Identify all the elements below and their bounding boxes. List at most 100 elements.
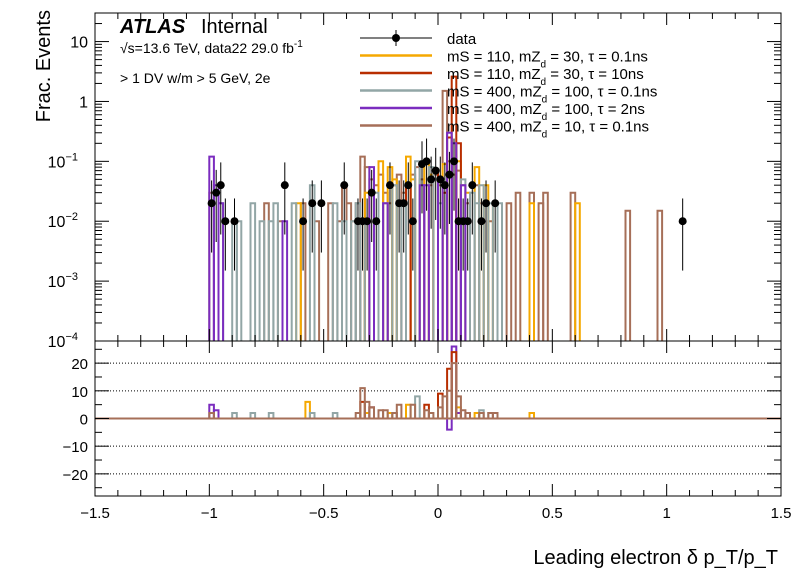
x-tick-label: −0.5 [309, 505, 339, 522]
legend-entry: mS = 400, mZd = 100, τ = 0.1ns [360, 84, 657, 106]
ratio-x-ticks: −1.5 −1 −0.5 0 0.5 1 1.5 [80, 341, 791, 522]
data-point [463, 217, 472, 226]
y-tick-label: 10−2 [48, 211, 78, 231]
legend-label: mS = 400, mZd = 100, τ = 2ns [447, 101, 645, 123]
ratio-bin [446, 418, 453, 431]
hist-bin [478, 184, 485, 341]
hist-bin [341, 220, 348, 341]
data-point [230, 217, 239, 226]
data-points [207, 138, 687, 271]
legend-marker [392, 34, 400, 42]
data-point [280, 181, 289, 190]
data-point [445, 170, 454, 179]
x-tick-label: 0.5 [542, 505, 563, 522]
data-point [363, 217, 372, 226]
data-point [477, 217, 486, 226]
hist-bin [459, 184, 467, 341]
legend-entry: mS = 400, mZd = 10, τ = 0.1ns [360, 119, 649, 141]
data-point [212, 188, 221, 197]
hist-bin [528, 202, 535, 341]
data-point [450, 157, 459, 166]
legend-entry: mS = 110, mZd = 30, τ = 10ns [360, 66, 644, 88]
selection-label: > 1 DV w/m > 5 GeV, 2e [120, 70, 271, 86]
hist-bin [281, 220, 289, 341]
y-tick-label: 10 [70, 35, 88, 52]
y-tick-label: 10−3 [48, 271, 78, 291]
ratio-bin [368, 406, 375, 419]
ratio-bin [409, 403, 417, 419]
x-tick-label: 1 [662, 505, 670, 522]
data-point [408, 217, 417, 226]
data-point [678, 217, 687, 226]
hist-bin [368, 166, 375, 341]
data-point [367, 188, 376, 197]
ratio-bin [249, 412, 257, 419]
hist-bin [656, 209, 664, 341]
hist-bin [574, 202, 581, 341]
ratio-bin [478, 412, 485, 419]
data-point [340, 181, 349, 190]
top-y-ticks: 10 1 10−1 10−2 10−3 10−4 [48, 12, 781, 351]
legend-entry: mS = 110, mZd = 30, τ = 0.1ns [360, 49, 648, 71]
legend-label: mS = 110, mZd = 30, τ = 10ns [447, 66, 644, 88]
top-x-ticks [94, 13, 782, 341]
x-axis-title: Leading electron δ p_T/p_T [533, 547, 778, 569]
data-point [317, 199, 326, 208]
y-axis-title: Frac. Events [33, 10, 55, 122]
ratio-bin [208, 412, 215, 419]
data-point [404, 181, 413, 190]
data-point [299, 217, 308, 226]
ratio-bin [491, 412, 499, 419]
hist-bin [514, 191, 522, 341]
ratio-y-tick-label: 20 [71, 356, 88, 373]
ratio-bin [464, 412, 471, 419]
y-tick-label: 10−4 [48, 331, 78, 351]
ratio-bin [304, 400, 311, 419]
legend-entry: data [360, 30, 477, 48]
x-tick-label: 1.5 [771, 505, 792, 522]
hist-bin [235, 220, 243, 341]
ratio-y-tick-label: −20 [63, 467, 88, 484]
ratio-bin [455, 395, 462, 419]
hist-bin [542, 191, 549, 341]
ratio-y-ticks: 20 10 0 −10 −20 [63, 348, 781, 489]
ratio-y-tick-label: 0 [80, 412, 88, 429]
ratio-bin [427, 412, 435, 419]
hist-bin [391, 184, 398, 341]
ratio-bin [450, 362, 458, 419]
atlas-label: ATLAS [119, 16, 186, 38]
hist-bin [382, 202, 389, 341]
hist-bin [272, 202, 279, 341]
hist-bin [624, 209, 632, 341]
x-tick-label: −1.5 [80, 505, 110, 522]
legend-entry: mS = 400, mZd = 100, τ = 2ns [360, 101, 645, 123]
hist-bin [290, 202, 298, 341]
data-point [216, 181, 225, 190]
data-point [399, 199, 408, 208]
data-point [427, 175, 436, 184]
data-point [422, 157, 431, 166]
data-point [468, 181, 477, 190]
data-point [431, 166, 440, 175]
data-point [491, 199, 500, 208]
data-point [440, 181, 449, 190]
ratio-bin [308, 412, 316, 419]
hist-bin [496, 202, 503, 341]
y-tick-label: 1 [79, 94, 88, 111]
hist-bin [487, 202, 494, 341]
ratio-y-tick-label: −10 [63, 439, 88, 456]
ratio-bin [331, 412, 339, 419]
legend-label: mS = 110, mZd = 30, τ = 0.1ns [447, 49, 648, 71]
hist-bin [249, 202, 257, 341]
data-point [385, 181, 394, 190]
energy-lumi-label: √s=13.6 TeV, data22 29.0 fb-1 [120, 39, 303, 56]
hist-bin [505, 202, 513, 341]
ratio-y-tick-label: 10 [71, 384, 88, 401]
data-point [436, 175, 445, 184]
ratio-bin [267, 412, 275, 419]
legend-label: data [447, 31, 477, 48]
hist-bin [258, 220, 266, 341]
data-point [207, 199, 216, 208]
